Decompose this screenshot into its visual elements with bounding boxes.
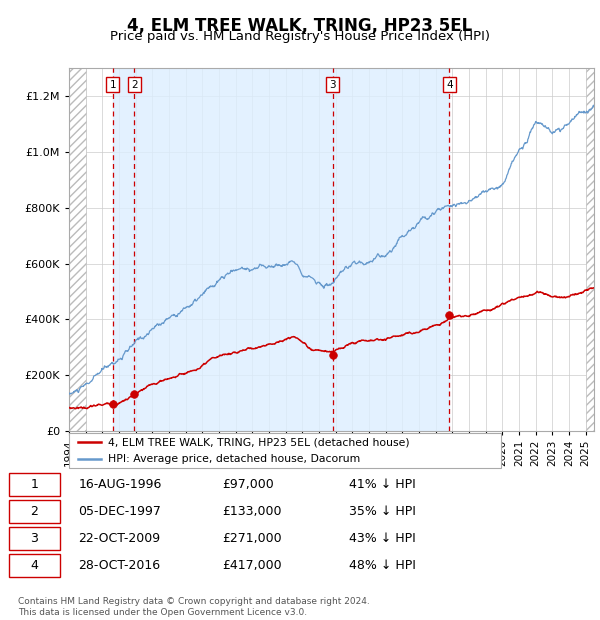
Text: 48% ↓ HPI: 48% ↓ HPI <box>349 559 416 572</box>
Bar <box>69 68 86 431</box>
Text: 1: 1 <box>109 79 116 89</box>
Text: 2: 2 <box>131 79 137 89</box>
Text: 4, ELM TREE WALK, TRING, HP23 5EL: 4, ELM TREE WALK, TRING, HP23 5EL <box>127 17 473 35</box>
Bar <box>134 68 332 431</box>
Text: 41% ↓ HPI: 41% ↓ HPI <box>349 478 416 491</box>
Text: 4, ELM TREE WALK, TRING, HP23 5EL (detached house): 4, ELM TREE WALK, TRING, HP23 5EL (detac… <box>108 437 410 447</box>
Text: 3: 3 <box>31 532 38 545</box>
Text: 43% ↓ HPI: 43% ↓ HPI <box>349 532 416 545</box>
Text: Contains HM Land Registry data © Crown copyright and database right 2024.
This d: Contains HM Land Registry data © Crown c… <box>18 598 370 617</box>
Text: 22-OCT-2009: 22-OCT-2009 <box>78 532 160 545</box>
Text: 05-DEC-1997: 05-DEC-1997 <box>78 505 161 518</box>
Text: 1: 1 <box>31 478 38 491</box>
Text: 3: 3 <box>329 79 336 89</box>
Bar <box>586 68 594 431</box>
Bar <box>332 68 449 431</box>
FancyBboxPatch shape <box>9 528 60 550</box>
Text: HPI: Average price, detached house, Dacorum: HPI: Average price, detached house, Daco… <box>108 454 360 464</box>
FancyBboxPatch shape <box>9 500 60 523</box>
FancyBboxPatch shape <box>69 433 501 468</box>
Bar <box>113 68 134 431</box>
Text: 2: 2 <box>31 505 38 518</box>
Text: 16-AUG-1996: 16-AUG-1996 <box>78 478 161 491</box>
Text: 28-OCT-2016: 28-OCT-2016 <box>78 559 160 572</box>
Text: £97,000: £97,000 <box>222 478 274 491</box>
FancyBboxPatch shape <box>9 554 60 577</box>
Text: Price paid vs. HM Land Registry's House Price Index (HPI): Price paid vs. HM Land Registry's House … <box>110 30 490 43</box>
Text: £417,000: £417,000 <box>222 559 282 572</box>
Text: £133,000: £133,000 <box>222 505 282 518</box>
Text: 4: 4 <box>31 559 38 572</box>
FancyBboxPatch shape <box>9 474 60 496</box>
Text: 35% ↓ HPI: 35% ↓ HPI <box>349 505 416 518</box>
Text: £271,000: £271,000 <box>222 532 282 545</box>
Text: 4: 4 <box>446 79 452 89</box>
